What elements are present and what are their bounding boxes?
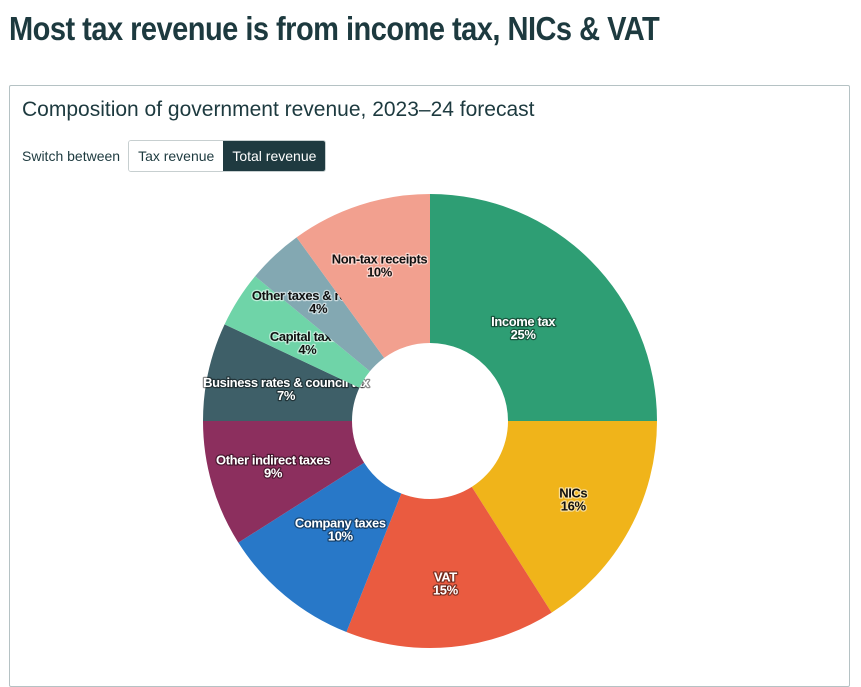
slice-value: 7% bbox=[277, 388, 296, 403]
slice-label: Other indirect taxes bbox=[216, 453, 330, 468]
slice-value: 25% bbox=[511, 327, 537, 342]
revenue-toggle: Tax revenue Total revenue bbox=[128, 140, 327, 172]
slice-capital-taxes[interactable] bbox=[224, 276, 370, 388]
total-revenue-button[interactable]: Total revenue bbox=[223, 141, 326, 171]
slice-label: Non-tax receipts bbox=[332, 252, 428, 267]
slice-label: NICs bbox=[559, 486, 587, 501]
slice-business-rates-council-tax[interactable] bbox=[203, 324, 360, 421]
slice-label: VAT bbox=[434, 570, 457, 585]
slice-value: 15% bbox=[433, 583, 459, 598]
slice-label: Income tax bbox=[491, 314, 556, 329]
slice-other-taxes-royalties[interactable] bbox=[255, 237, 385, 372]
slice-value: 4% bbox=[309, 301, 328, 316]
chart-card: Composition of government revenue, 2023–… bbox=[9, 85, 850, 687]
slice-value: 10% bbox=[367, 265, 393, 280]
tax-revenue-button[interactable]: Tax revenue bbox=[129, 141, 224, 171]
slice-non-tax-receipts[interactable] bbox=[296, 194, 430, 358]
switch-label: Switch between bbox=[22, 148, 121, 164]
slice-label: Business rates & council tax bbox=[203, 375, 370, 390]
slice-other-indirect-taxes[interactable] bbox=[203, 421, 365, 543]
slice-value: 9% bbox=[264, 466, 283, 481]
slice-value: 4% bbox=[298, 342, 317, 357]
slice-nics[interactable] bbox=[471, 421, 657, 613]
slice-label: Company taxes bbox=[295, 515, 386, 530]
slice-value: 16% bbox=[561, 499, 587, 514]
slice-income-tax[interactable] bbox=[430, 194, 657, 421]
view-switch: Switch between Tax revenue Total revenue bbox=[22, 140, 327, 172]
slice-vat[interactable] bbox=[346, 486, 552, 648]
slice-company-taxes[interactable] bbox=[238, 462, 402, 633]
slice-value: 10% bbox=[328, 528, 354, 543]
chart-title: Composition of government revenue, 2023–… bbox=[22, 98, 535, 121]
page-headline: Most tax revenue is from income tax, NIC… bbox=[9, 10, 660, 47]
